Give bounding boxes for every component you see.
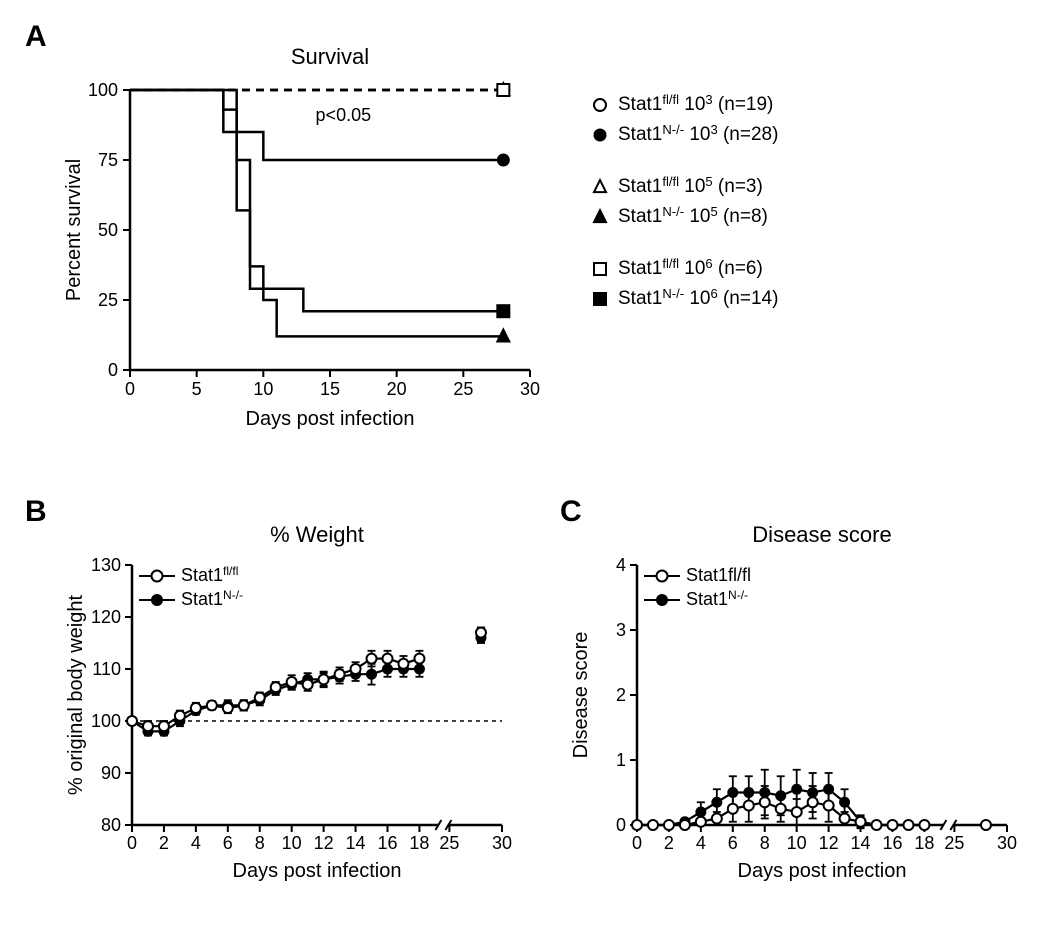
svg-text:16: 16 [377, 833, 397, 853]
panel-b-label: B [25, 495, 47, 529]
svg-text:90: 90 [101, 763, 121, 783]
svg-text:8: 8 [760, 833, 770, 853]
svg-text:10: 10 [282, 833, 302, 853]
svg-text:% Weight: % Weight [270, 522, 364, 547]
svg-text:14: 14 [851, 833, 871, 853]
figure-container: A B C Survival0510152025300255075100Days… [20, 20, 1030, 909]
svg-text:Days post infection: Days post infection [233, 860, 402, 882]
svg-text:100: 100 [91, 711, 121, 731]
svg-text:25: 25 [98, 290, 118, 310]
svg-text:30: 30 [520, 379, 540, 399]
panel-c-chart: Disease score012340246810121416182530Day… [565, 520, 1035, 900]
svg-text:6: 6 [728, 833, 738, 853]
svg-text:Stat1N-/-: Stat1N-/- [181, 588, 243, 609]
panel-a-chart: Survival 0 5 10 15 20 25 30 0 25 50 75 100 Days post … [60, 40, 1020, 460]
svg-text:0: 0 [127, 833, 137, 853]
svg-text:Stat1fl/fl: Stat1fl/fl [686, 565, 751, 585]
svg-text:Days post infection: Days post infection [738, 860, 907, 882]
svg-text:20: 20 [387, 379, 407, 399]
svg-text:Stat1fl/fl 103 (n=19): Stat1fl/fl 103 (n=19) [618, 92, 773, 115]
svg-text:0: 0 [125, 379, 135, 399]
svg-text:0: 0 [616, 815, 626, 835]
panel-b-chart: % Weight 80 90 100 110 120 130 0 2 4 6 8 10 12 14 16 18 2… [60, 520, 540, 900]
svg-text:18: 18 [409, 833, 429, 853]
svg-text:1: 1 [616, 750, 626, 770]
svg-text:Stat1N-/-: Stat1N-/- [686, 588, 748, 609]
svg-text:Days post infection: Days post infection [246, 408, 415, 430]
svg-text:30: 30 [997, 833, 1017, 853]
svg-text:5: 5 [192, 379, 202, 399]
svg-text:18: 18 [914, 833, 934, 853]
svg-text:16: 16 [882, 833, 902, 853]
svg-text:Stat1N-/- 106 (n=14): Stat1N-/- 106 (n=14) [618, 286, 778, 309]
svg-text:10: 10 [787, 833, 807, 853]
svg-text:Stat1fl/fl 106 (n=6): Stat1fl/fl 106 (n=6) [618, 256, 763, 279]
svg-text:Stat1fl/fl: Stat1fl/fl [181, 564, 238, 585]
svg-text:% original body weight: % original body weight [65, 595, 87, 796]
svg-text:12: 12 [314, 833, 334, 853]
svg-text:80: 80 [101, 815, 121, 835]
svg-text:8: 8 [255, 833, 265, 853]
svg-text:Stat1fl/fl 105 (n=3): Stat1fl/fl 105 (n=3) [618, 174, 763, 197]
svg-text:Stat1N-/- 103 (n=28): Stat1N-/- 103 (n=28) [618, 122, 778, 145]
svg-text:12: 12 [819, 833, 839, 853]
svg-text:25: 25 [453, 379, 473, 399]
svg-text:p<0.05: p<0.05 [316, 105, 372, 125]
svg-text:0: 0 [632, 833, 642, 853]
svg-text:110: 110 [92, 659, 121, 679]
svg-text:Disease score: Disease score [752, 522, 891, 547]
svg-text:100: 100 [88, 80, 118, 100]
svg-text:Disease score: Disease score [570, 632, 592, 759]
svg-text:25: 25 [439, 833, 459, 853]
svg-text:10: 10 [253, 379, 273, 399]
svg-text:3: 3 [616, 620, 626, 640]
svg-text:130: 130 [91, 555, 121, 575]
svg-text:6: 6 [223, 833, 233, 853]
svg-text:120: 120 [91, 607, 121, 627]
svg-text:Percent survival: Percent survival [63, 159, 85, 301]
svg-text:4: 4 [696, 833, 706, 853]
svg-text:2: 2 [664, 833, 674, 853]
svg-text:Survival: Survival [291, 44, 369, 69]
svg-text:25: 25 [944, 833, 964, 853]
svg-text:14: 14 [346, 833, 366, 853]
svg-text:2: 2 [159, 833, 169, 853]
svg-text:75: 75 [98, 150, 118, 170]
svg-text:30: 30 [492, 833, 512, 853]
svg-text:2: 2 [616, 685, 626, 705]
svg-text:4: 4 [191, 833, 201, 853]
svg-text:50: 50 [98, 220, 118, 240]
svg-text:4: 4 [616, 555, 626, 575]
svg-text:0: 0 [108, 360, 118, 380]
svg-text:Stat1N-/- 105 (n=8): Stat1N-/- 105 (n=8) [618, 204, 768, 227]
svg-text:15: 15 [320, 379, 340, 399]
panel-a-label: A [25, 20, 47, 54]
